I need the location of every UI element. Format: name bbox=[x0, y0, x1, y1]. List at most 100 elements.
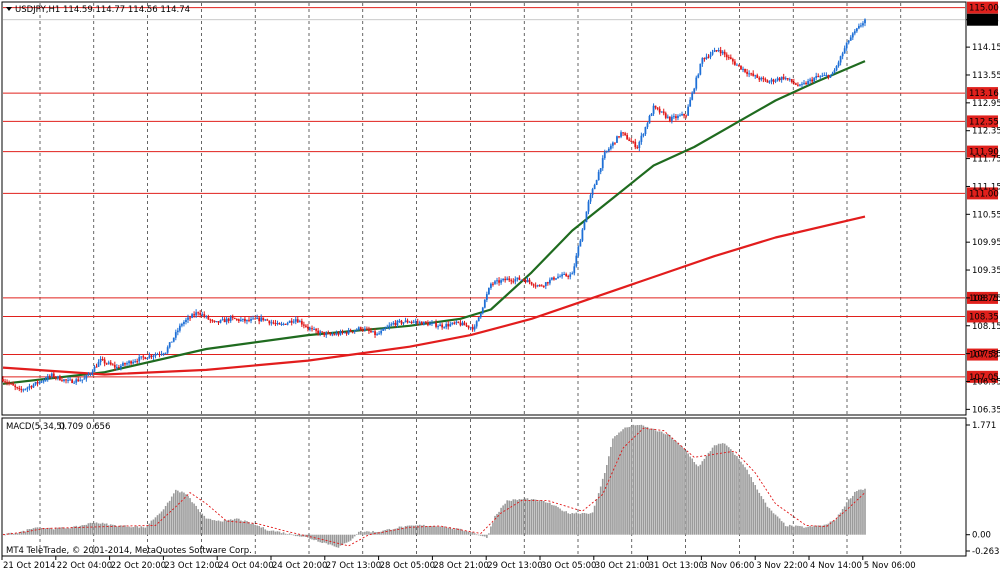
candle-body bbox=[683, 114, 685, 116]
macd-bar bbox=[860, 489, 862, 535]
candle-body bbox=[697, 74, 700, 78]
candle-body bbox=[286, 322, 289, 325]
macd-bar bbox=[329, 534, 332, 545]
macd-bar bbox=[227, 519, 230, 535]
macd-bar bbox=[400, 526, 403, 535]
candle-body bbox=[575, 255, 578, 267]
macd-bar bbox=[36, 527, 39, 535]
macd-tick-label: 1.771 bbox=[972, 421, 996, 431]
candle-body bbox=[435, 322, 437, 327]
macd-bar bbox=[750, 477, 752, 535]
macd-bar bbox=[349, 534, 352, 541]
candle-body bbox=[567, 276, 570, 278]
candle-body bbox=[4, 381, 6, 383]
macd-bar bbox=[158, 513, 161, 535]
macd-bar bbox=[648, 428, 651, 535]
macd-bar bbox=[565, 511, 567, 535]
candle-body bbox=[512, 281, 515, 283]
macd-bar bbox=[703, 458, 706, 535]
macd-plot-area[interactable] bbox=[1, 417, 967, 557]
macd-bar bbox=[854, 491, 856, 535]
candle-body bbox=[103, 359, 106, 364]
candle-body bbox=[811, 79, 814, 82]
macd-bar bbox=[776, 516, 779, 535]
macd-bar bbox=[479, 534, 482, 536]
candle-body bbox=[168, 342, 171, 348]
candle-body bbox=[376, 334, 378, 336]
macd-bar bbox=[689, 456, 691, 535]
candle-body bbox=[504, 278, 507, 281]
candle-body bbox=[193, 314, 196, 316]
macd-bar bbox=[736, 456, 738, 535]
macd-bar bbox=[162, 509, 165, 535]
macd-bar bbox=[774, 514, 777, 535]
candle-body bbox=[825, 75, 828, 77]
level-label: 111.00 bbox=[969, 189, 999, 199]
macd-bar bbox=[573, 513, 576, 535]
candle-body bbox=[654, 105, 657, 108]
macd-bar bbox=[398, 526, 401, 535]
macd-bar bbox=[551, 504, 553, 535]
candle-body bbox=[146, 358, 149, 360]
macd-bar bbox=[260, 527, 262, 535]
macd-bar bbox=[333, 534, 336, 547]
macd-bar bbox=[319, 534, 321, 543]
macd-bar bbox=[791, 525, 793, 535]
candle-body bbox=[695, 77, 698, 89]
candle-body bbox=[132, 361, 135, 364]
macd-bar bbox=[687, 453, 689, 535]
candle-body bbox=[337, 333, 340, 335]
candle-body bbox=[56, 376, 59, 378]
candle-body bbox=[548, 279, 551, 284]
candle-body bbox=[18, 388, 21, 390]
candle-body bbox=[225, 318, 228, 323]
candle-body bbox=[343, 332, 346, 334]
candle-body bbox=[270, 322, 273, 324]
symbol-header: USDJPY,H1 114.59 114.77 114.56 114.74 bbox=[6, 5, 190, 15]
ma-slow-line[interactable] bbox=[2, 215, 866, 376]
candle-body bbox=[589, 195, 592, 202]
level-label-box bbox=[967, 145, 998, 158]
macd-bar bbox=[240, 520, 242, 535]
current-price-box bbox=[967, 13, 998, 26]
macd-bar bbox=[274, 531, 277, 535]
candle-body bbox=[101, 358, 104, 360]
macd-bar bbox=[12, 533, 14, 535]
candle-body bbox=[760, 77, 763, 80]
main-plot-area[interactable] bbox=[1, 1, 967, 416]
candle-body bbox=[2, 379, 4, 382]
ma-fast-line[interactable] bbox=[2, 60, 866, 385]
macd-bar bbox=[732, 452, 734, 535]
macd-bar bbox=[484, 534, 486, 537]
candle-body bbox=[485, 294, 488, 300]
candle-body bbox=[642, 134, 645, 136]
level-label-box bbox=[967, 310, 998, 323]
macd-bar bbox=[624, 427, 626, 535]
macd-bar bbox=[827, 523, 830, 535]
candle-body bbox=[459, 322, 462, 326]
macd-bar bbox=[638, 425, 641, 535]
candle-body bbox=[38, 381, 41, 384]
candle-body bbox=[107, 362, 110, 364]
macd-bar bbox=[443, 526, 445, 535]
candle-body bbox=[67, 379, 69, 381]
candle-body bbox=[813, 78, 816, 82]
candle-body bbox=[839, 56, 842, 63]
macd-bar bbox=[292, 534, 295, 536]
candle-body bbox=[561, 274, 563, 277]
candle-body bbox=[158, 354, 161, 356]
macd-bar bbox=[353, 534, 356, 537]
candle-body bbox=[766, 80, 769, 83]
dropdown-triangle-icon[interactable] bbox=[6, 7, 12, 11]
candle-body bbox=[152, 355, 155, 357]
macd-bar bbox=[136, 526, 138, 535]
candle-body bbox=[827, 75, 830, 78]
macd-bar bbox=[335, 534, 338, 548]
macd-bar bbox=[67, 527, 69, 535]
macd-bar bbox=[656, 431, 659, 535]
ohlc-values: 114.59 114.77 114.56 114.74 bbox=[63, 5, 190, 15]
candle-body bbox=[195, 312, 198, 316]
macd-bar bbox=[315, 534, 317, 540]
candle-body bbox=[274, 323, 277, 325]
candle-body bbox=[83, 378, 86, 380]
